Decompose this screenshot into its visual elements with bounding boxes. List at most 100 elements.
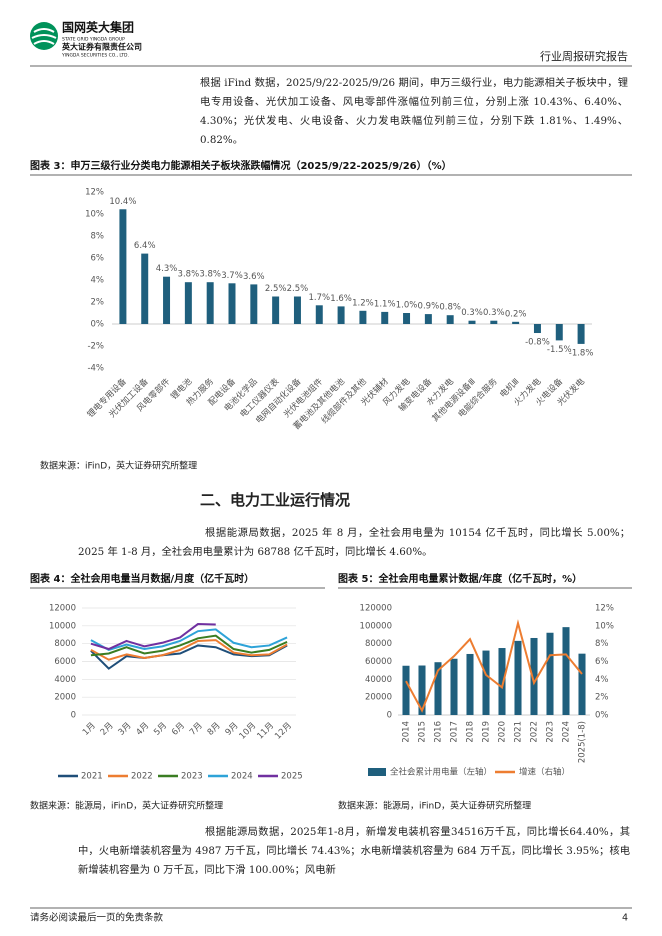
y-tick-label: 40000 — [365, 675, 392, 685]
y-tick-label: 120000 — [360, 604, 392, 614]
data-label: 1.6% — [330, 294, 352, 304]
data-label: 1.7% — [308, 293, 330, 303]
y-tick-label: 12000 — [49, 604, 76, 614]
bar — [533, 324, 541, 334]
y-tick-label: 4000 — [54, 675, 76, 685]
x-tick-label: 2月 — [99, 721, 116, 738]
paragraph: 根据 iFind 数据，2025/9/22-2025/9/26 期间，申万三级行… — [200, 77, 628, 146]
bar — [546, 632, 554, 715]
footer-disclaimer: 请务必阅读最后一页的免责条款 — [30, 912, 164, 924]
x-tick-label: 2023 — [546, 721, 556, 743]
legend-label: 2022 — [131, 772, 153, 782]
data-label: -1.8% — [569, 348, 594, 358]
x-tick-label: 2021 — [514, 721, 524, 743]
data-label: 0.3% — [461, 308, 483, 318]
data-label: 3.8% — [199, 270, 221, 280]
data-label: -1.5% — [547, 345, 572, 355]
legend-label: 全社会累计用电量（左轴） — [390, 767, 492, 778]
data-label: 2.5% — [265, 284, 287, 294]
bar — [498, 648, 506, 715]
data-label: 3.8% — [178, 270, 200, 280]
data-label: 4.3% — [156, 264, 178, 274]
y-tick-label: 2% — [91, 298, 105, 308]
data-label: 2.5% — [287, 284, 309, 294]
y-tick-label: 20000 — [365, 693, 392, 703]
bar — [359, 310, 367, 324]
chart-source: 数据来源：能源局，iFinD，英大证券研究所整理 — [30, 800, 223, 812]
x-tick-label: 2024 — [562, 721, 572, 743]
x-tick-label: 2018 — [466, 721, 476, 743]
legend-label: 增速（右轴） — [519, 767, 570, 778]
bar — [403, 313, 411, 324]
chart-title: 图表 5：全社会用电量累计数据/年度（亿千瓦时，%） — [338, 572, 582, 585]
bar — [250, 284, 258, 324]
y-tick-label: 80000 — [365, 639, 392, 649]
x-tick-label: 2015 — [418, 721, 428, 743]
data-label: 1.1% — [374, 299, 396, 309]
y-tick-label: 0 — [71, 711, 76, 721]
y-tick-label: 12% — [595, 604, 614, 614]
series-line — [90, 634, 288, 657]
y-tick-label: 10% — [85, 210, 104, 220]
bar — [577, 324, 585, 344]
logo-cn: 国网英大集团 — [62, 20, 134, 35]
y-tick-label: 8% — [91, 232, 105, 242]
data-label: 3.6% — [243, 272, 265, 282]
data-label: 1.0% — [396, 301, 418, 311]
data-label: 1.2% — [352, 298, 374, 308]
bar — [512, 321, 520, 324]
y-tick-label: 6000 — [54, 657, 76, 667]
bar — [381, 311, 389, 324]
bar — [206, 282, 214, 324]
bar — [141, 253, 149, 324]
x-tick-label: 3月 — [117, 721, 134, 738]
x-tick-label: 5月 — [152, 721, 169, 738]
y-tick-label: 0% — [91, 320, 105, 330]
x-tick-label: 2022 — [530, 721, 540, 743]
x-tick-label: 2014 — [402, 721, 412, 743]
series-line — [90, 623, 216, 651]
y-tick-label: 60000 — [365, 657, 392, 667]
y-tick-label: 10% — [595, 621, 614, 631]
page-number: 4 — [622, 913, 628, 924]
logo-en: STATE GRID YINGDA GROUP — [62, 37, 125, 43]
legend-label: 2021 — [81, 772, 103, 782]
company-en: YINGDA SECURITIES CO., LTD. — [61, 53, 129, 59]
x-tick-label: 12月 — [273, 721, 294, 742]
x-tick-label: 11月 — [255, 721, 276, 742]
y-tick-label: 100000 — [360, 621, 392, 631]
legend-swatch — [368, 768, 386, 776]
bar — [530, 637, 538, 715]
bar — [482, 650, 490, 715]
bar — [514, 640, 522, 715]
series-line — [90, 639, 288, 661]
y-tick-label: 6% — [595, 657, 609, 667]
bar — [337, 306, 345, 324]
bar — [466, 653, 474, 715]
y-tick-label: 8% — [595, 639, 609, 649]
y-tick-label: 8000 — [54, 639, 76, 649]
bar — [450, 658, 458, 715]
bar — [163, 276, 171, 324]
section-heading: 二、电力工业运行情况 — [200, 491, 351, 509]
x-tick-label: 2020 — [498, 721, 508, 743]
series-line — [405, 619, 583, 713]
bar — [446, 315, 454, 324]
y-tick-label: 0% — [595, 711, 609, 721]
x-tick-label: 1月 — [81, 721, 98, 738]
y-tick-label: 4% — [91, 276, 105, 286]
y-tick-label: 10000 — [49, 621, 76, 631]
paragraph: 根据能源局数据，2025 年 8 月，全社会用电量为 10154 亿千瓦时，同比… — [78, 527, 630, 558]
y-tick-label: 2% — [595, 693, 609, 703]
bar — [424, 314, 432, 324]
x-tick-label: 4月 — [134, 721, 151, 738]
data-label: 10.4% — [109, 197, 136, 207]
y-tick-label: 2000 — [54, 693, 76, 703]
series-line — [90, 628, 288, 651]
bar — [434, 662, 442, 715]
data-label: 0.3% — [483, 308, 505, 318]
x-tick-label: 2025(1-8) — [578, 721, 588, 763]
y-tick-label: 12% — [85, 188, 104, 198]
